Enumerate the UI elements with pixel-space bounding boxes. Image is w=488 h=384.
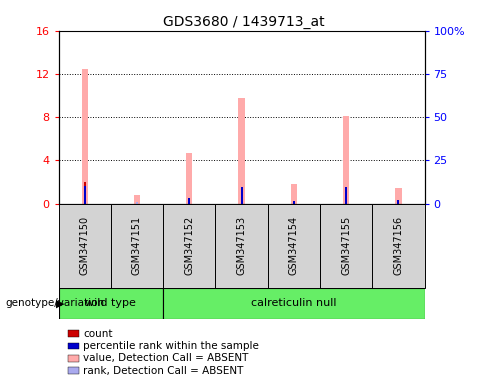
Text: genotype/variation: genotype/variation <box>5 298 104 308</box>
Bar <box>111 204 163 288</box>
Text: rank, Detection Call = ABSENT: rank, Detection Call = ABSENT <box>83 366 244 376</box>
Bar <box>59 288 163 319</box>
Bar <box>81 68 88 204</box>
Bar <box>239 98 244 204</box>
Bar <box>320 204 372 288</box>
Bar <box>291 184 297 204</box>
Bar <box>343 116 349 204</box>
Text: GSM347151: GSM347151 <box>132 216 142 275</box>
Text: GSM347153: GSM347153 <box>237 216 246 275</box>
Bar <box>215 204 268 288</box>
Bar <box>345 199 347 204</box>
Text: ▶: ▶ <box>56 298 64 308</box>
Text: GSM347150: GSM347150 <box>80 216 90 275</box>
Bar <box>136 202 138 204</box>
Bar <box>59 204 111 288</box>
Bar <box>188 198 190 204</box>
Bar <box>241 187 243 204</box>
Bar <box>241 199 243 204</box>
Bar <box>83 182 86 204</box>
Bar <box>188 198 190 204</box>
Bar <box>372 204 425 288</box>
Text: value, Detection Call = ABSENT: value, Detection Call = ABSENT <box>83 353 248 363</box>
Bar <box>293 201 295 204</box>
Bar <box>83 200 86 204</box>
Bar <box>188 199 190 204</box>
Bar <box>268 204 320 288</box>
Bar <box>293 202 295 204</box>
Text: percentile rank within the sample: percentile rank within the sample <box>83 341 259 351</box>
Text: GDS3680 / 1439713_at: GDS3680 / 1439713_at <box>163 15 325 29</box>
Bar <box>395 189 402 204</box>
Bar <box>186 153 192 204</box>
Bar <box>397 201 400 204</box>
Bar <box>83 186 86 204</box>
Text: GSM347152: GSM347152 <box>184 216 194 275</box>
Text: GSM347154: GSM347154 <box>289 216 299 275</box>
Text: count: count <box>83 329 112 339</box>
Bar <box>397 200 400 204</box>
Bar <box>163 204 215 288</box>
Bar <box>345 187 347 204</box>
Bar <box>163 288 425 319</box>
Text: GSM347156: GSM347156 <box>393 216 404 275</box>
Text: calreticulin null: calreticulin null <box>251 298 337 308</box>
Text: GSM347155: GSM347155 <box>341 216 351 275</box>
Bar <box>134 195 140 204</box>
Text: wild type: wild type <box>85 298 136 308</box>
